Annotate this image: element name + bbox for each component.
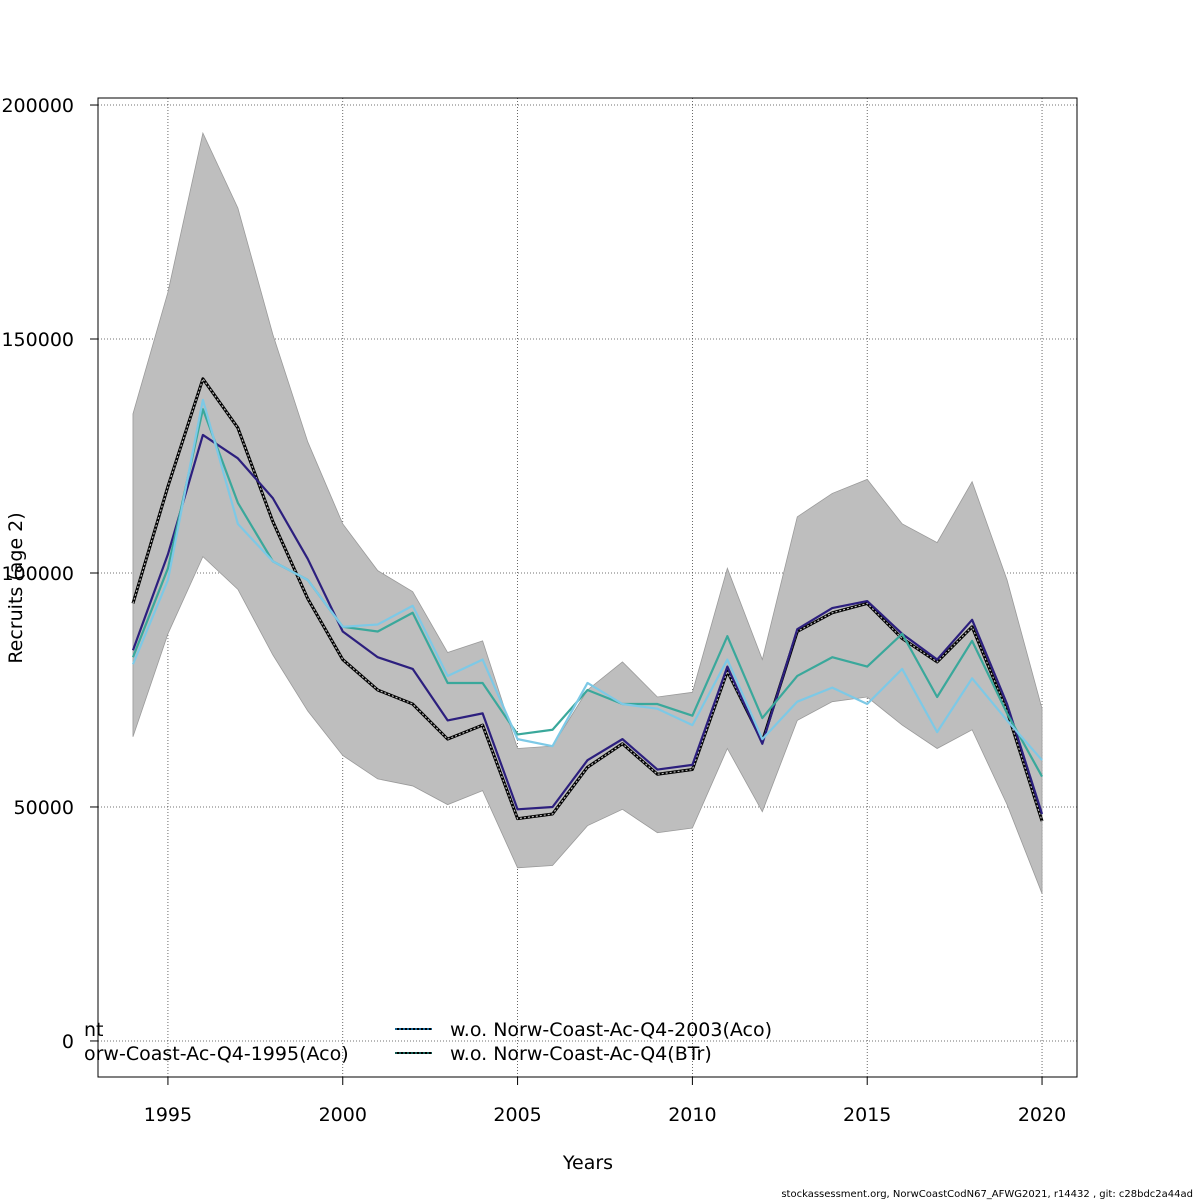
confidence-band-group (132, 131, 1043, 894)
y-tick-label: 100000 (1, 563, 74, 585)
x-tick-label: 2000 (319, 1104, 367, 1126)
x-tick-label: 2010 (668, 1104, 716, 1126)
x-axis: 1995 2000 2005 2010 2015 2020 (144, 1077, 1066, 1126)
x-tick-label: 2020 (1018, 1104, 1066, 1126)
legend-label-0: nt (84, 1019, 104, 1041)
y-tick-label: 0 (62, 1031, 74, 1053)
legend-label-2: w.o. Norw-Coast-Ac-Q4-2003(Aco) (450, 1019, 772, 1041)
y-tick-label: 200000 (1, 95, 74, 117)
confidence-band (132, 131, 1043, 894)
x-axis-title: Years (562, 1152, 613, 1174)
series-line-1 (131, 433, 1044, 815)
y-tick-label: 150000 (1, 329, 74, 351)
series-lines-group (131, 377, 1044, 822)
x-tick-label: 2015 (843, 1104, 891, 1126)
y-tick-label: 50000 (14, 797, 74, 819)
y-axis-title: Recruits (age 2) (5, 512, 27, 663)
plot-frame (97, 97, 1078, 1078)
y-axis: 0 50000 100000 150000 200000 (1, 95, 98, 1053)
x-tick-label: 1995 (144, 1104, 192, 1126)
series-line-0-dash (132, 377, 1043, 822)
series-line-3 (131, 398, 1043, 761)
legend-label-1: orw-Coast-Ac-Q4-1995(Aco) (84, 1043, 349, 1065)
legend-label-3: w.o. Norw-Coast-Ac-Q4(BTr) (450, 1043, 712, 1065)
footer-source: stockassessment.org, NorwCoastCodN67_AFW… (781, 1189, 1193, 1200)
x-tick-label: 2005 (493, 1104, 541, 1126)
